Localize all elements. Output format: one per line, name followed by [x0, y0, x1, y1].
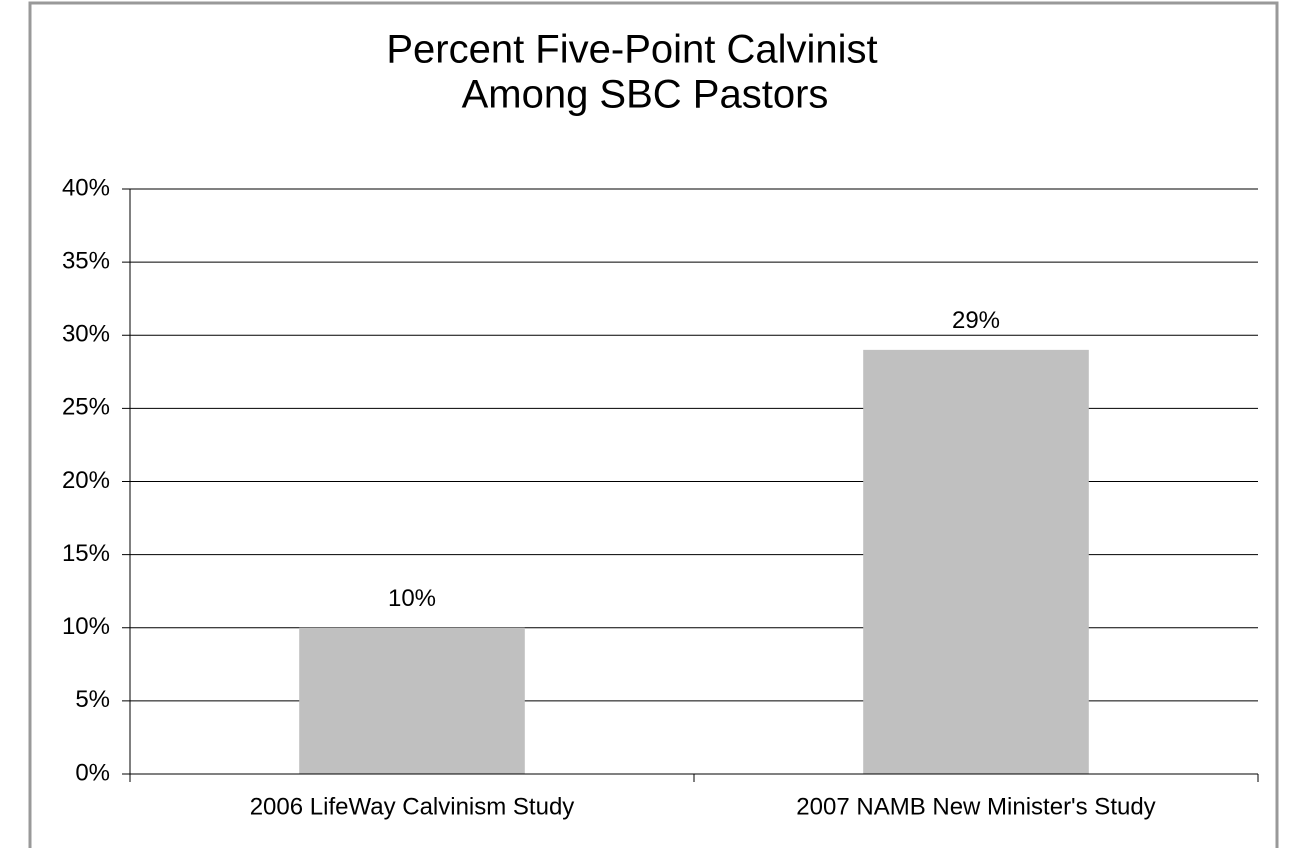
bar: [299, 627, 525, 774]
value-label: 10%: [388, 585, 436, 612]
bar: [863, 349, 1089, 774]
chart-title: Among SBC Pastors: [462, 73, 829, 117]
chart-title: Percent Five-Point Calvinist: [386, 28, 877, 72]
value-label: 29%: [952, 307, 1000, 334]
y-tick-label: 20%: [62, 467, 110, 494]
x-tick-label: 2007 NAMB New Minister's Study: [796, 793, 1155, 820]
y-tick-label: 15%: [62, 540, 110, 567]
y-tick-label: 0%: [75, 759, 110, 786]
x-tick-label: 2006 LifeWay Calvinism Study: [250, 793, 575, 820]
y-tick-label: 30%: [62, 321, 110, 348]
y-tick-label: 10%: [62, 613, 110, 640]
chart-frame: [28, 1, 1279, 853]
y-tick-label: 5%: [75, 686, 110, 713]
y-tick-label: 40%: [62, 174, 110, 201]
y-tick-label: 25%: [62, 394, 110, 421]
y-tick-label: 35%: [62, 247, 110, 274]
